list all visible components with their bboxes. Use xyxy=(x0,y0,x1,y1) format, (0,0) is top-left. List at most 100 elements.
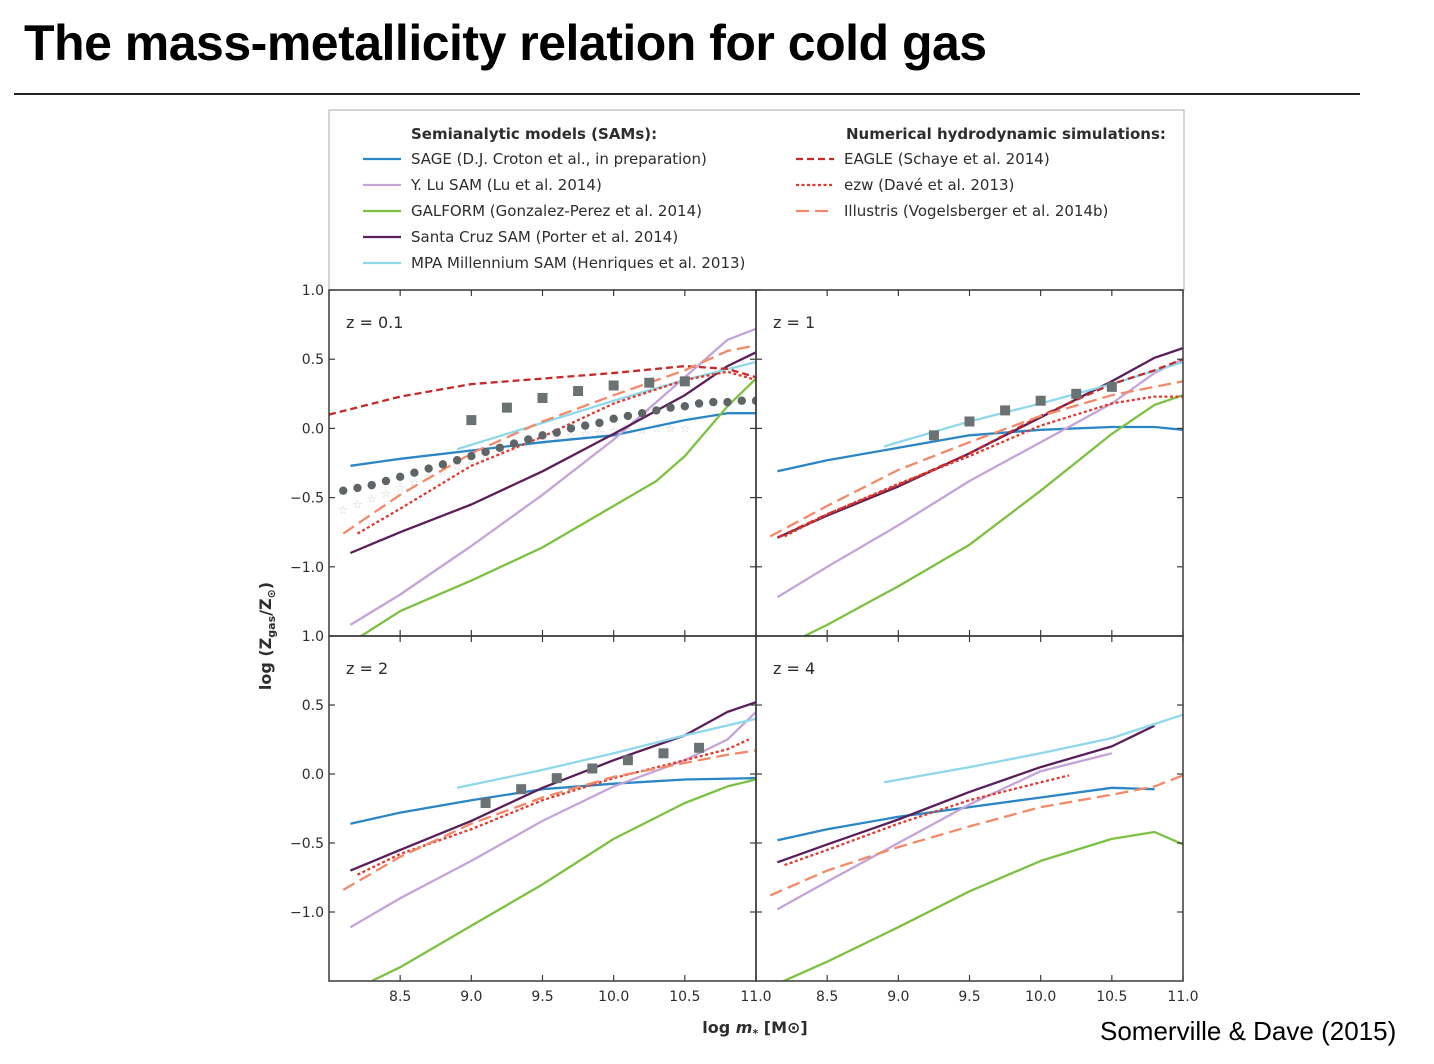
star-marker-1: ☆ xyxy=(338,503,349,517)
legend-entries: SAGE (D.J. Croton et al., in preparation… xyxy=(363,150,1108,272)
x-tick-label-5: 10.5 xyxy=(669,989,700,1005)
star-marker-21: ☆ xyxy=(623,423,634,437)
series-line-4 xyxy=(349,701,756,872)
circle-marker-30 xyxy=(751,396,756,405)
square-marker-7 xyxy=(694,742,705,753)
panel-3: z = 2 8.5 9.0 9.5 10.0 10.5 11.0 1.0 0.5 0.0 −0.5 −… xyxy=(290,629,772,1005)
circle-marker-19 xyxy=(595,418,604,428)
x-tick-label-3: 9.5 xyxy=(958,989,980,1005)
x-axis-label-main: log xyxy=(702,1018,736,1037)
legend-label-4: Santa Cruz SAM (Porter et al. 2014) xyxy=(411,228,678,246)
circle-marker-21 xyxy=(623,411,633,421)
legend-sim-heading: Numerical hydrodynamic simulations: xyxy=(846,125,1166,143)
square-marker-6 xyxy=(658,748,669,759)
svg-text:log m* [M⊙]: log m* [M⊙] xyxy=(702,1018,807,1040)
square-marker-2 xyxy=(964,416,975,427)
series-line-2 xyxy=(776,358,1183,599)
star-marker-20: ☆ xyxy=(608,424,619,438)
series-line-3 xyxy=(780,830,1183,981)
circle-marker-1 xyxy=(339,486,348,495)
legend-label-1: SAGE (D.J. Croton et al., in preparation… xyxy=(411,150,707,168)
circle-marker-9 xyxy=(452,456,462,465)
square-marker-6 xyxy=(644,377,655,388)
series-line-7 xyxy=(783,395,1183,538)
circle-marker-8 xyxy=(438,460,448,469)
series-line-3 xyxy=(359,377,756,636)
slide-title: The mass-metallicity relation for cold g… xyxy=(24,15,987,71)
series-line-7 xyxy=(784,774,1070,867)
star-marker-9: ☆ xyxy=(452,459,463,473)
y-axis-label-main: log (Z xyxy=(256,638,275,690)
star-marker-5: ☆ xyxy=(395,481,406,495)
x-tick-label-3: 9.5 xyxy=(531,989,553,1005)
circle-marker-25 xyxy=(680,402,690,411)
y-tick-label-3: 0.0 xyxy=(302,767,324,783)
series-line-5 xyxy=(456,717,756,789)
x-axis-label: log m* [M⊙] xyxy=(702,1018,807,1040)
circle-marker-6 xyxy=(410,468,419,477)
series-line-8 xyxy=(342,344,756,535)
series-line-3 xyxy=(371,778,756,981)
circle-marker-22 xyxy=(637,408,647,418)
circle-marker-11 xyxy=(481,447,490,457)
square-marker-3 xyxy=(1000,405,1011,416)
square-marker-5 xyxy=(608,380,619,391)
svg-text:log (Zgas/Z⊙): log (Zgas/Z⊙) xyxy=(256,582,278,690)
star-marker-3: ☆ xyxy=(366,492,377,506)
circle-marker-23 xyxy=(652,406,661,415)
x-tick-label-6: 11.0 xyxy=(740,989,771,1005)
star-marker-8: ☆ xyxy=(437,464,448,478)
title-divider xyxy=(14,93,1360,95)
series-line-5 xyxy=(456,360,756,451)
legend-box: Semianalytic models (SAMs): Numerical hy… xyxy=(328,109,1185,291)
panel-label-2: z = 1 xyxy=(773,313,815,332)
chart-panels: ☆☆☆☆☆☆☆☆☆☆☆☆☆☆☆☆☆☆☆☆☆☆☆☆☆z = 0.1 1.0 0.5 0.… xyxy=(290,283,1199,1005)
y-axis-label-sub2: ⊙ xyxy=(265,589,278,598)
figure-credit: Somerville & Dave (2015) xyxy=(1100,1016,1397,1046)
y-axis-label-mid: /Z xyxy=(256,598,275,615)
y-tick-label-4: −0.5 xyxy=(290,491,324,507)
panel-plot-area-1: ☆☆☆☆☆☆☆☆☆☆☆☆☆☆☆☆☆☆☆☆☆☆☆☆☆ xyxy=(329,327,756,636)
square-marker-4 xyxy=(587,763,598,774)
series-line-4 xyxy=(776,347,1183,539)
square-marker-2 xyxy=(516,784,527,795)
star-marker-17: ☆ xyxy=(566,428,577,442)
square-marker-4 xyxy=(1035,395,1046,406)
series-line-8 xyxy=(342,749,756,891)
square-marker-7 xyxy=(679,376,690,387)
star-marker-4: ☆ xyxy=(381,486,392,500)
x-axis-label-unit: [M⊙] xyxy=(758,1018,808,1037)
y-axis-label-sub1: gas xyxy=(265,615,278,637)
panel-4: z = 4 8.5 9.0 9.5 10.0 10.5 11.0 xyxy=(755,635,1199,1005)
y-tick-label-1: 1.0 xyxy=(302,283,324,299)
circle-marker-20 xyxy=(609,414,618,423)
legend-frame xyxy=(328,109,1185,291)
series-line-5 xyxy=(883,713,1183,784)
y-tick-label-2: 0.5 xyxy=(302,698,324,714)
square-marker-5 xyxy=(622,755,633,766)
y-tick-label-2: 0.5 xyxy=(302,352,324,368)
legend-label-2: Y. Lu SAM (Lu et al. 2014) xyxy=(410,176,602,194)
circle-marker-7 xyxy=(424,464,433,473)
y-tick-label-5: −1.0 xyxy=(290,905,324,921)
series-line-1 xyxy=(777,425,1183,473)
panel-label-1: z = 0.1 xyxy=(346,313,403,332)
square-marker-3 xyxy=(551,773,562,784)
square-marker-4 xyxy=(573,386,584,397)
square-marker-6 xyxy=(1106,381,1117,392)
panel-frame-2 xyxy=(755,289,1184,637)
circle-marker-5 xyxy=(395,472,405,482)
series-line-3 xyxy=(801,394,1183,636)
square-marker-5 xyxy=(1071,388,1082,399)
circle-marker-29 xyxy=(737,396,746,405)
circle-marker-27 xyxy=(709,397,718,407)
star-marker-16: ☆ xyxy=(551,431,562,445)
y-tick-label-5: −1.0 xyxy=(290,560,324,576)
legend-label-7: ezw (Davé et al. 2013) xyxy=(844,176,1014,194)
star-marker-7: ☆ xyxy=(423,470,434,484)
series-line-7 xyxy=(356,738,750,876)
circle-marker-2 xyxy=(353,483,362,493)
star-marker-25: ☆ xyxy=(679,421,690,435)
circle-marker-4 xyxy=(381,476,391,486)
series-line-4 xyxy=(349,351,756,555)
